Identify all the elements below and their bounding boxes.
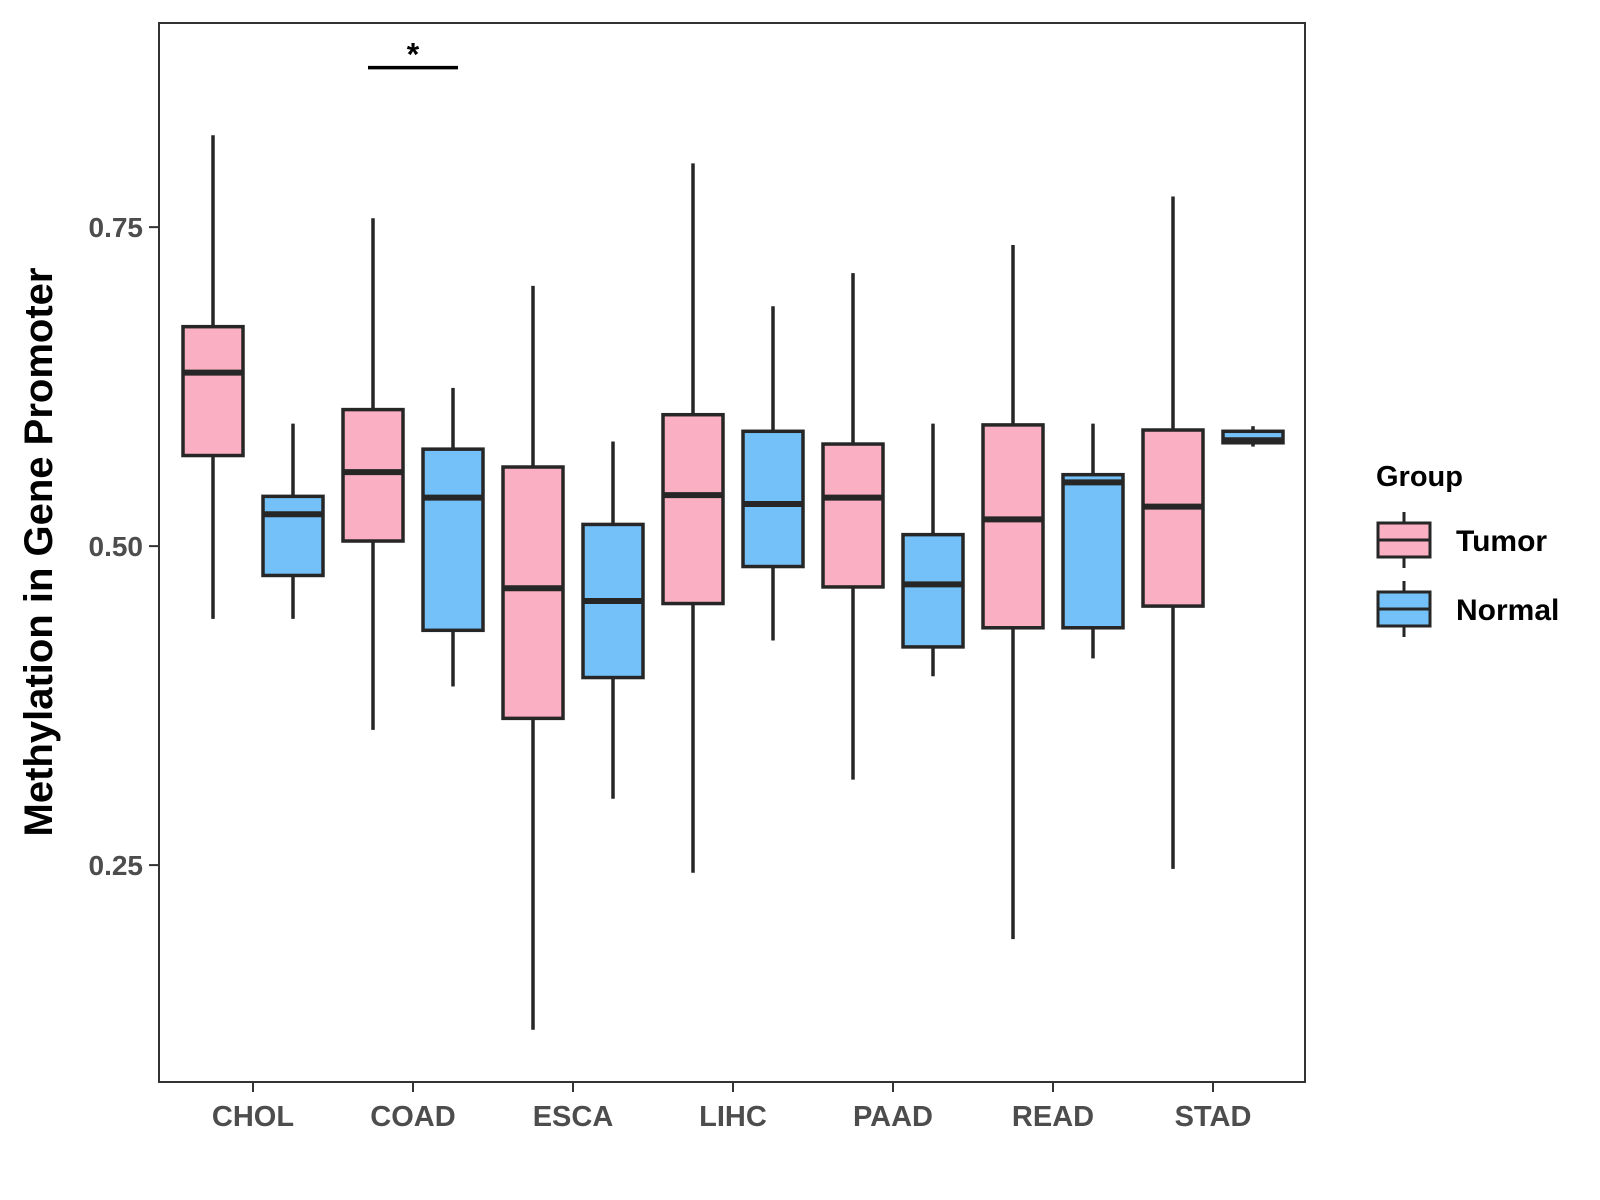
- x-axis: CHOL COAD ESCA LIHC PAAD READ STAD: [212, 1082, 1251, 1133]
- legend: Group Tumor Normal: [1376, 461, 1559, 637]
- box-stad-tumor: [1141, 428, 1205, 608]
- plot-area: *: [181, 37, 1285, 1030]
- box-group-chol-normal: [261, 423, 325, 619]
- box-group-paad-tumor: [821, 273, 885, 780]
- box-esca-tumor: [501, 465, 565, 721]
- x-tick-label-esca: ESCA: [533, 1101, 614, 1133]
- x-tick-label-chol: CHOL: [212, 1101, 294, 1133]
- legend-item-normal: Normal: [1376, 581, 1559, 637]
- box-chol-normal: [261, 494, 325, 578]
- significance-label-coad: *: [407, 37, 420, 73]
- x-tick-label-coad: COAD: [370, 1101, 455, 1133]
- box-coad-normal: [421, 447, 485, 633]
- y-tick-label-0.75: 0.75: [89, 212, 144, 243]
- box-coad-tumor: [341, 407, 405, 543]
- box-group-coad-tumor: [341, 218, 405, 730]
- box-paad-normal: [901, 532, 965, 649]
- y-axis-title: Methylation in Gene Promoter: [17, 268, 61, 837]
- box-lihc-tumor: [661, 412, 725, 606]
- box-chol-tumor: [181, 324, 245, 458]
- legend-label-tumor: Tumor: [1456, 525, 1547, 558]
- legend-label-normal: Normal: [1456, 594, 1559, 627]
- box-group-stad-normal: [1221, 426, 1285, 447]
- y-tick-label-0.50: 0.50: [89, 531, 144, 562]
- box-group-esca-normal: [581, 441, 645, 799]
- x-tick-label-paad: PAAD: [853, 1101, 933, 1133]
- box-read-normal: [1061, 472, 1125, 630]
- box-paad-tumor: [821, 442, 885, 589]
- x-tick-label-stad: STAD: [1175, 1101, 1252, 1133]
- box-lihc-normal: [741, 429, 805, 569]
- box-group-coad-normal: [421, 387, 485, 687]
- box-group-read-tumor: [981, 245, 1045, 940]
- x-tick-label-lihc: LIHC: [699, 1101, 767, 1133]
- x-tick-label-read: READ: [1012, 1101, 1094, 1133]
- box-group-paad-normal: [901, 423, 965, 677]
- box-read-tumor: [981, 423, 1045, 630]
- box-group-read-normal: [1061, 423, 1125, 659]
- box-group-lihc-tumor: [661, 163, 725, 873]
- legend-title: Group: [1376, 461, 1463, 493]
- box-group-esca-tumor: [501, 285, 565, 1030]
- box-group-chol-tumor: [181, 135, 245, 619]
- y-axis: 0.25 0.50 0.75: [89, 212, 159, 881]
- box-group-lihc-normal: [741, 306, 805, 641]
- y-tick-label-0.25: 0.25: [89, 850, 144, 881]
- legend-item-tumor: Tumor: [1376, 512, 1547, 568]
- box-group-stad-tumor: [1141, 196, 1205, 869]
